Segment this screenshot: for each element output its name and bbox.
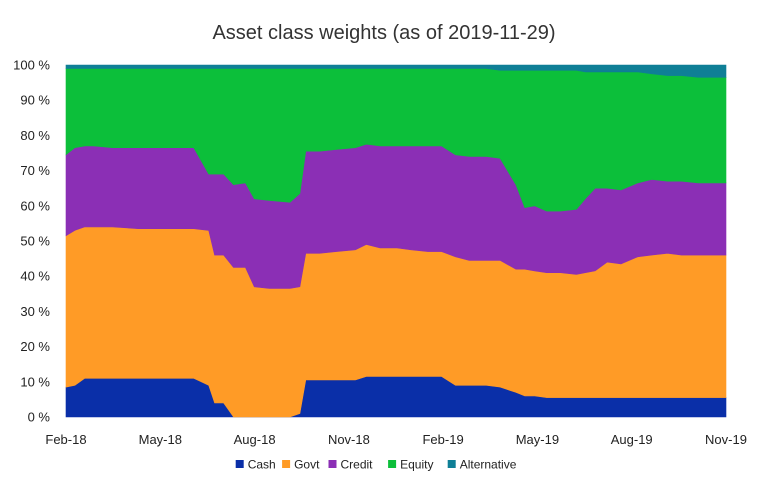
y-tick-label: 90 % [20, 93, 50, 108]
x-tick-label: May-18 [139, 432, 182, 447]
y-tick-label: 50 % [20, 234, 50, 249]
x-tick-label: Aug-19 [611, 432, 653, 447]
x-tick-label: May-19 [516, 432, 559, 447]
x-axis: Feb-18 May-18 Aug-18 Nov-18 Feb-19 May-19 Aug-… [45, 432, 747, 447]
y-tick-label: 40 % [20, 269, 50, 284]
legend: Cash Govt Credit Equity Alternative [235, 458, 517, 472]
legend-label-equity: Equity [400, 458, 433, 472]
y-axis: 0 % 10 % 20 % 30 % 40 % 50 % 60 % 70 % 80 % 90 % 1… [13, 58, 50, 425]
chart-title: Asset class weights (as of 2019-11-29) [212, 22, 555, 44]
series-areas [65, 64, 727, 418]
legend-swatch-govt [282, 460, 291, 468]
legend-label-govt: Govt [294, 458, 320, 472]
y-tick-label: 10 % [20, 374, 50, 389]
y-tick-label: 30 % [20, 304, 50, 319]
x-tick-label: Feb-19 [422, 432, 463, 447]
y-tick-label: 80 % [20, 128, 50, 143]
y-tick-label: 60 % [20, 198, 50, 213]
y-tick-label: 100 % [13, 58, 50, 73]
legend-swatch-alternative [447, 460, 456, 468]
x-tick-label: Aug-18 [234, 432, 276, 447]
legend-swatch-equity [388, 460, 397, 468]
legend-label-credit: Credit [341, 458, 374, 472]
y-tick-label: 70 % [20, 163, 50, 178]
legend-label-alternative: Alternative [460, 458, 517, 472]
legend-swatch-credit [328, 460, 337, 468]
legend-swatch-cash [235, 460, 244, 468]
x-tick-label: Feb-18 [45, 432, 86, 447]
x-tick-label: Nov-18 [328, 432, 370, 447]
legend-label-cash: Cash [248, 458, 276, 472]
y-tick-label: 20 % [20, 339, 50, 354]
area-alternative [65, 64, 727, 78]
x-tick-label: Nov-19 [705, 432, 747, 447]
y-tick-label: 0 % [28, 410, 51, 425]
